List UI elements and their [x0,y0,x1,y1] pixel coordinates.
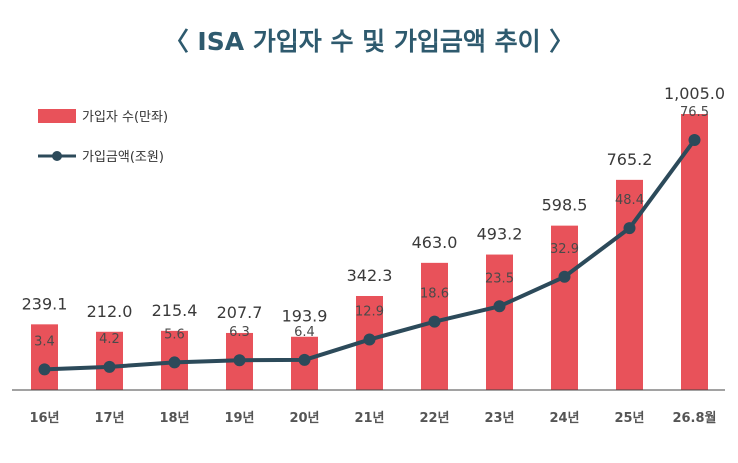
bar-value-label: 215.4 [152,301,198,320]
line-point-1 [103,360,116,373]
bar-9 [616,179,643,390]
x-tick-label: 19년 [224,411,254,426]
legend: 가입자 수(만좌) 가입금액(조원) [38,109,168,165]
chart-title: 〈 ISA 가입자 수 및 가입금액 추이 〉 [163,27,575,56]
bar-0 [31,324,58,390]
line-value-label: 6.4 [294,325,315,340]
legend-line-marker [52,151,62,161]
x-tick-label: 16년 [29,411,59,426]
line-value-label: 5.6 [164,327,185,342]
line-value-label: 4.2 [99,332,120,347]
line-point-5 [363,333,376,346]
line-value-label: 23.5 [485,271,514,286]
line-point-3 [233,354,246,367]
x-tick-label: 20년 [289,411,319,426]
bar-8 [551,225,578,390]
bar-value-label: 463.0 [412,233,458,252]
line-value-label: 6.3 [229,325,250,340]
bar-value-label: 239.1 [22,294,68,313]
bar-value-label: 207.7 [217,303,263,322]
bar-value-label: 598.5 [542,196,588,215]
x-tick-label: 22년 [419,411,449,426]
line-point-8 [558,270,571,283]
x-tick-label: 18년 [159,411,189,426]
line-point-0 [38,363,51,376]
bar-value-label: 193.9 [282,307,328,326]
line-value-label: 76.5 [680,105,709,120]
x-tick-label: 23년 [484,411,514,426]
legend-line-label: 가입금액(조원) [82,150,164,165]
bar-value-label: 1,005.0 [664,84,725,103]
line-value-label: 12.9 [355,305,384,320]
x-tick-label: 26.8월 [672,410,716,426]
line-value-label: 3.4 [34,334,55,349]
line-point-4 [298,353,311,366]
line-point-10 [688,134,701,146]
line-value-label: 32.9 [550,242,579,257]
x-tick-label: 17년 [94,411,124,426]
line-value-label: 48.4 [615,193,644,208]
line-point-6 [428,315,441,328]
legend-bar-label: 가입자 수(만좌) [82,110,168,125]
bar-10 [681,114,708,390]
x-tick-label: 25년 [614,411,644,426]
bar-value-label: 342.3 [347,266,393,285]
line-point-9 [623,222,636,235]
legend-bar-swatch [38,109,76,123]
bar-7 [486,254,513,390]
line-point-2 [168,356,181,369]
line-value-label: 18.6 [420,287,449,302]
x-tick-label: 21년 [354,411,384,426]
line-point-7 [493,300,506,313]
bar-value-label: 493.2 [477,225,523,244]
bar-value-label: 765.2 [607,150,653,169]
bar-value-label: 212.0 [87,302,133,321]
x-tick-label: 24년 [549,411,579,426]
